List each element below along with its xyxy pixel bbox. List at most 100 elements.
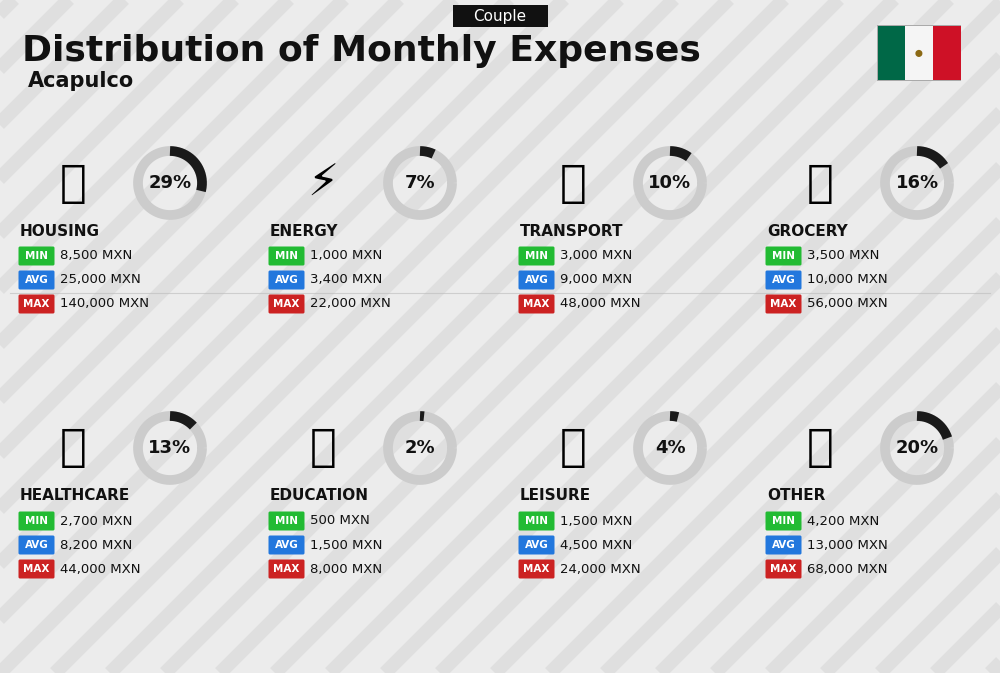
Text: 22,000 MXN: 22,000 MXN (310, 297, 391, 310)
Text: MIN: MIN (25, 516, 48, 526)
FancyBboxPatch shape (268, 271, 304, 289)
FancyBboxPatch shape (18, 295, 54, 314)
Text: 2%: 2% (405, 439, 435, 457)
FancyBboxPatch shape (18, 246, 54, 266)
FancyBboxPatch shape (766, 559, 802, 579)
Text: 4,500 MXN: 4,500 MXN (560, 538, 632, 551)
Text: AVG: AVG (772, 540, 795, 550)
Text: OTHER: OTHER (767, 489, 825, 503)
Text: GROCERY: GROCERY (767, 223, 848, 238)
Text: MAX: MAX (273, 299, 300, 309)
Text: 7%: 7% (405, 174, 435, 192)
Text: Acapulco: Acapulco (28, 71, 134, 91)
Text: Couple: Couple (473, 9, 527, 24)
FancyBboxPatch shape (518, 559, 554, 579)
Text: AVG: AVG (25, 275, 48, 285)
Text: 🎓: 🎓 (310, 427, 336, 470)
FancyBboxPatch shape (878, 26, 905, 80)
Text: 2,700 MXN: 2,700 MXN (60, 514, 132, 528)
Text: MAX: MAX (523, 564, 550, 574)
Text: EDUCATION: EDUCATION (270, 489, 369, 503)
Text: 16%: 16% (895, 174, 939, 192)
Text: 9,000 MXN: 9,000 MXN (560, 273, 632, 287)
Text: 10,000 MXN: 10,000 MXN (807, 273, 888, 287)
FancyBboxPatch shape (877, 25, 961, 81)
FancyBboxPatch shape (518, 271, 554, 289)
FancyBboxPatch shape (766, 511, 802, 530)
Text: LEISURE: LEISURE (520, 489, 591, 503)
Text: MAX: MAX (273, 564, 300, 574)
Text: 29%: 29% (148, 174, 192, 192)
FancyBboxPatch shape (18, 271, 54, 289)
Text: 4%: 4% (655, 439, 685, 457)
Text: AVG: AVG (25, 540, 48, 550)
Text: 1,000 MXN: 1,000 MXN (310, 250, 382, 262)
FancyBboxPatch shape (518, 536, 554, 555)
Text: ⬤: ⬤ (915, 49, 923, 57)
FancyBboxPatch shape (766, 246, 802, 266)
FancyBboxPatch shape (18, 511, 54, 530)
Text: MIN: MIN (275, 516, 298, 526)
Text: AVG: AVG (772, 275, 795, 285)
Text: MAX: MAX (523, 299, 550, 309)
Text: AVG: AVG (525, 275, 548, 285)
Text: 3,000 MXN: 3,000 MXN (560, 250, 632, 262)
Text: 3,500 MXN: 3,500 MXN (807, 250, 879, 262)
FancyBboxPatch shape (518, 246, 554, 266)
Text: AVG: AVG (275, 275, 298, 285)
FancyBboxPatch shape (268, 559, 304, 579)
Text: 🚌: 🚌 (560, 162, 586, 205)
Text: MIN: MIN (525, 516, 548, 526)
Text: 56,000 MXN: 56,000 MXN (807, 297, 888, 310)
Text: MIN: MIN (525, 251, 548, 261)
Text: ⚡: ⚡ (307, 162, 339, 205)
FancyBboxPatch shape (268, 511, 304, 530)
FancyBboxPatch shape (518, 511, 554, 530)
Text: 20%: 20% (895, 439, 939, 457)
Text: 8,000 MXN: 8,000 MXN (310, 563, 382, 575)
FancyBboxPatch shape (933, 26, 961, 80)
Text: 10%: 10% (648, 174, 692, 192)
Text: 1,500 MXN: 1,500 MXN (560, 514, 632, 528)
Text: 500 MXN: 500 MXN (310, 514, 370, 528)
Text: 140,000 MXN: 140,000 MXN (60, 297, 149, 310)
Text: 44,000 MXN: 44,000 MXN (60, 563, 140, 575)
FancyBboxPatch shape (766, 295, 802, 314)
Text: HOUSING: HOUSING (20, 223, 100, 238)
Text: 13%: 13% (148, 439, 192, 457)
Text: AVG: AVG (525, 540, 548, 550)
FancyBboxPatch shape (518, 295, 554, 314)
Text: 68,000 MXN: 68,000 MXN (807, 563, 888, 575)
Text: 48,000 MXN: 48,000 MXN (560, 297, 640, 310)
Text: 13,000 MXN: 13,000 MXN (807, 538, 888, 551)
Text: MAX: MAX (23, 564, 50, 574)
FancyBboxPatch shape (452, 5, 548, 27)
FancyBboxPatch shape (18, 559, 54, 579)
FancyBboxPatch shape (268, 536, 304, 555)
Text: MAX: MAX (770, 564, 797, 574)
Text: ENERGY: ENERGY (270, 223, 338, 238)
Text: 8,500 MXN: 8,500 MXN (60, 250, 132, 262)
Text: MIN: MIN (275, 251, 298, 261)
Text: MIN: MIN (772, 251, 795, 261)
Text: 🛒: 🛒 (807, 162, 833, 205)
FancyBboxPatch shape (268, 246, 304, 266)
Text: Distribution of Monthly Expenses: Distribution of Monthly Expenses (22, 34, 701, 68)
Text: MAX: MAX (770, 299, 797, 309)
Text: 🛍: 🛍 (560, 427, 586, 470)
Text: MIN: MIN (772, 516, 795, 526)
Text: 💳: 💳 (807, 427, 833, 470)
Text: TRANSPORT: TRANSPORT (520, 223, 624, 238)
Text: 4,200 MXN: 4,200 MXN (807, 514, 879, 528)
Text: 🏢: 🏢 (60, 162, 86, 205)
FancyBboxPatch shape (268, 295, 304, 314)
FancyBboxPatch shape (766, 536, 802, 555)
FancyBboxPatch shape (766, 271, 802, 289)
Text: AVG: AVG (275, 540, 298, 550)
FancyBboxPatch shape (18, 536, 54, 555)
FancyBboxPatch shape (905, 26, 933, 80)
Text: 🏥: 🏥 (60, 427, 86, 470)
Text: 25,000 MXN: 25,000 MXN (60, 273, 141, 287)
Text: MIN: MIN (25, 251, 48, 261)
Text: MAX: MAX (23, 299, 50, 309)
